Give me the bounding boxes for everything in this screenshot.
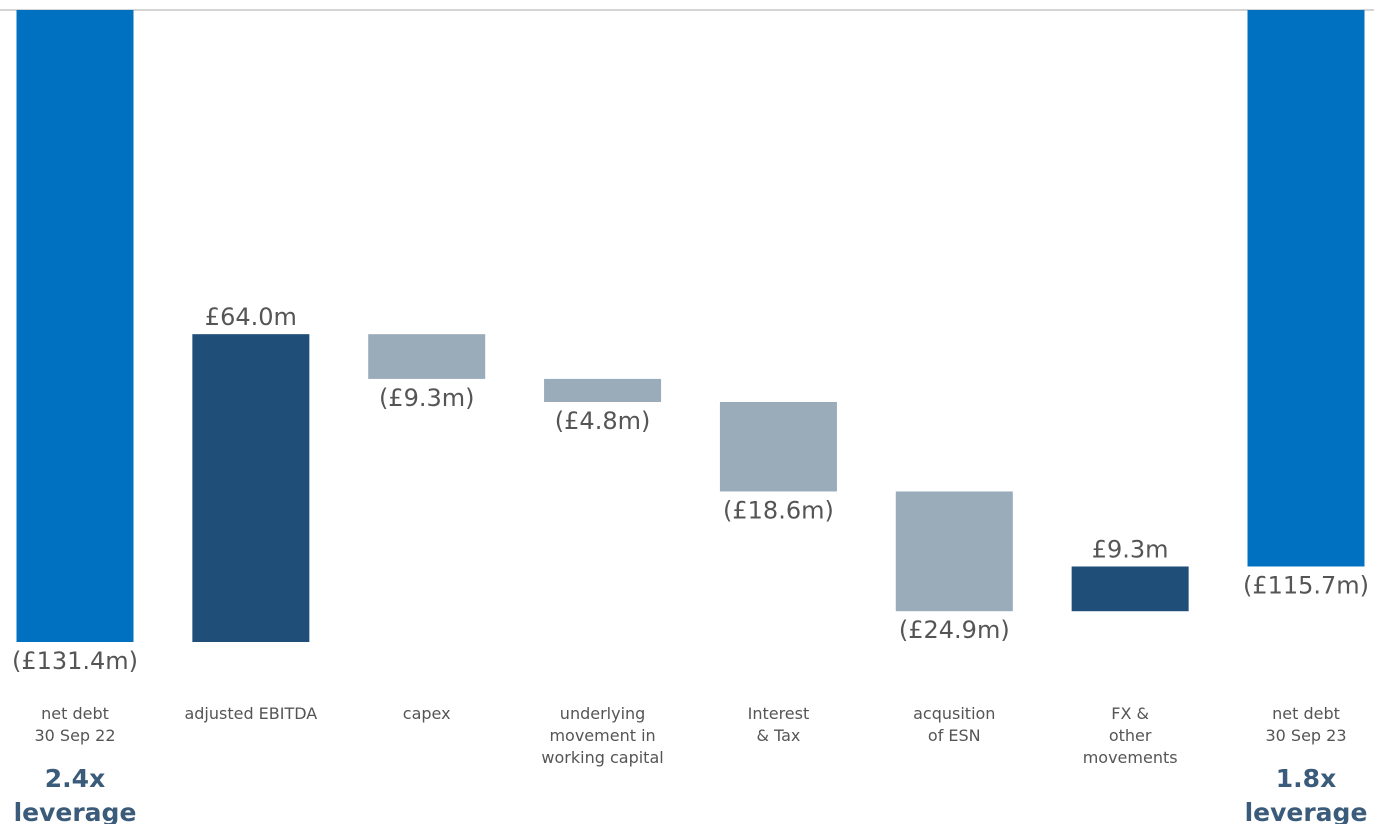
- bar: [719, 401, 837, 492]
- x-tick-label: acqusition of ESN: [913, 704, 996, 745]
- annotation: 1.8x leverage: [1244, 764, 1368, 824]
- x-tick-label: net debt 30 Sep 23: [1265, 704, 1347, 745]
- value-label: (£131.4m): [12, 647, 138, 675]
- bar: [544, 378, 662, 402]
- value-label: (£4.8m): [555, 407, 651, 435]
- bar: [192, 334, 310, 642]
- x-tick-label: underlying movement in working capital: [541, 704, 664, 767]
- value-label: (£115.7m): [1243, 571, 1369, 599]
- bar: [16, 10, 134, 642]
- bar: [1071, 566, 1189, 612]
- x-tick-label: FX & other movements: [1082, 704, 1178, 767]
- annotation: 2.4x leverage: [13, 764, 137, 824]
- x-tick-label: adjusted EBITDA: [184, 704, 318, 723]
- bar: [895, 491, 1013, 612]
- value-label: (£18.6m): [723, 496, 834, 524]
- value-label: (£24.9m): [899, 616, 1010, 644]
- x-tick-label: Interest & Tax: [747, 704, 810, 745]
- bar: [1247, 10, 1365, 567]
- value-label: (£9.3m): [379, 384, 475, 412]
- x-tick-label: capex: [402, 704, 451, 723]
- value-label: £64.0m: [205, 303, 297, 331]
- value-label: £9.3m: [1092, 535, 1169, 563]
- bar: [368, 334, 486, 379]
- x-tick-label: net debt 30 Sep 22: [34, 704, 116, 745]
